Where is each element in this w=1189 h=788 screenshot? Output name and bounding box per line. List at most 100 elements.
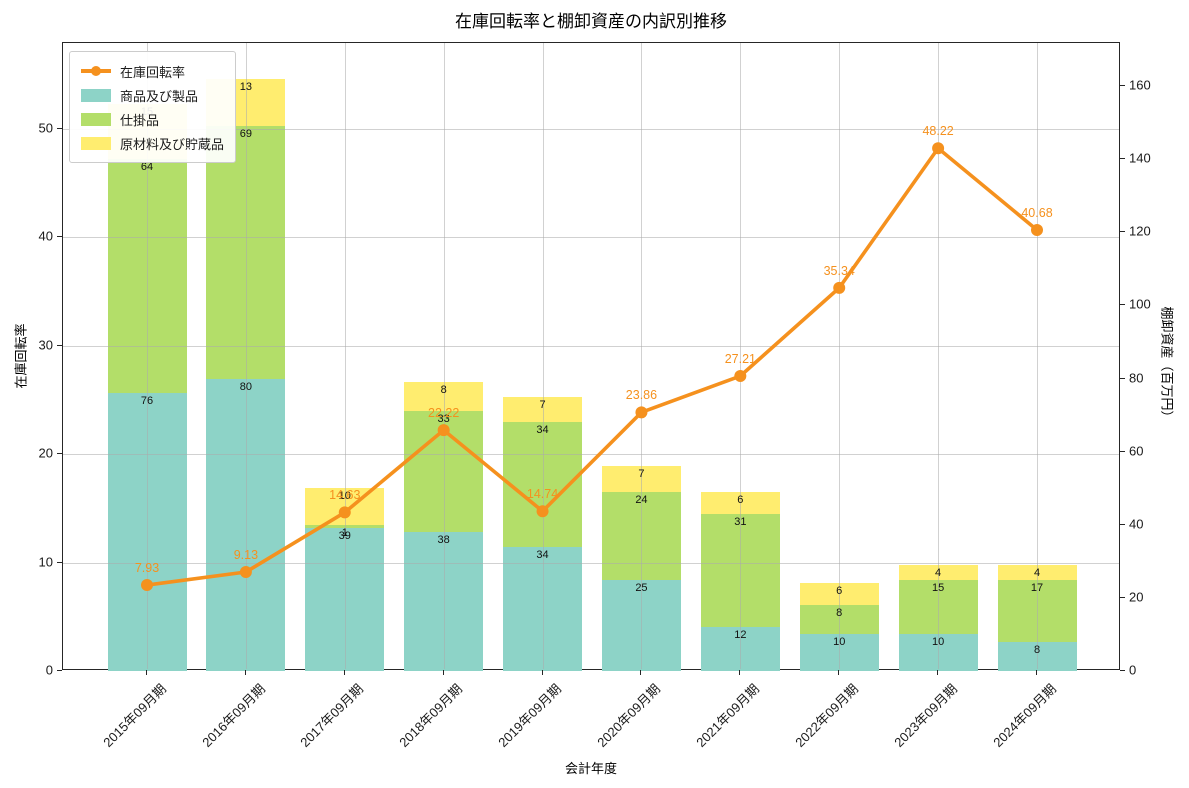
gridline-vertical bbox=[641, 43, 643, 669]
y-left-tickmark bbox=[57, 127, 62, 129]
line-marker bbox=[1031, 224, 1043, 237]
legend-item-label: 商品及び製品 bbox=[120, 88, 199, 104]
y-right-tickmark bbox=[1120, 85, 1125, 87]
legend-item: 原材料及び貯蔵品 bbox=[81, 131, 224, 155]
y-right-axis-title: 棚卸資産（百万円） bbox=[1159, 306, 1175, 424]
line-value-label: 23.86 bbox=[625, 388, 658, 403]
plot-area: 7664158069133911038338343472524712316108… bbox=[62, 42, 1120, 671]
line-value-label: 48.22 bbox=[922, 124, 954, 139]
x-tickmark bbox=[541, 670, 543, 675]
bar-segment-value: 6 bbox=[737, 493, 744, 506]
line-marker bbox=[635, 406, 648, 419]
line-marker bbox=[141, 579, 153, 592]
x-tickmark bbox=[640, 670, 642, 675]
line-value-label: 7.93 bbox=[134, 561, 160, 576]
y-left-tickmark bbox=[57, 344, 62, 346]
y-right-tick-label: 120 bbox=[1129, 223, 1151, 239]
gridline-vertical bbox=[542, 43, 544, 669]
gridline-vertical bbox=[443, 43, 445, 669]
gridline-horizontal bbox=[63, 237, 1119, 239]
bar-segment-value: 10 bbox=[931, 636, 945, 649]
gridline-vertical bbox=[938, 43, 940, 669]
y-right-tick-label: 140 bbox=[1129, 150, 1151, 166]
legend-item-label: 在庫回転率 bbox=[120, 64, 186, 80]
legend-item: 商品及び製品 bbox=[81, 83, 224, 107]
line-labels-layer: 7.93 9.13 14.63 22.22 14.74 23.86 27.21 35.34 48… bbox=[63, 43, 1119, 669]
gridline-horizontal bbox=[63, 562, 1119, 564]
y-right-tickmark bbox=[1120, 450, 1125, 452]
y-right-tick-label: 40 bbox=[1129, 516, 1144, 532]
gridline-vertical bbox=[740, 43, 742, 669]
y-right-tick-label: 60 bbox=[1129, 443, 1144, 459]
chart-title: 在庫回転率と棚卸資産の内訳別推移 bbox=[455, 12, 727, 31]
bar-segment-value: 38 bbox=[437, 534, 450, 547]
bar-segment-value: 8 bbox=[836, 607, 843, 620]
gridline-horizontal bbox=[63, 454, 1119, 456]
y-right-tickmark bbox=[1120, 670, 1125, 671]
x-tick-label: 2018年09月期 bbox=[396, 681, 466, 750]
bar-segment-value: 33 bbox=[437, 413, 450, 426]
line-value-label: 14.63 bbox=[329, 488, 361, 503]
bar-segment-value: 7 bbox=[638, 468, 645, 481]
gridline-vertical bbox=[839, 43, 841, 669]
bar-segment-value: 31 bbox=[734, 515, 747, 528]
bar-segment-value: 4 bbox=[1033, 566, 1041, 579]
legend-color-swatch-icon bbox=[81, 88, 111, 102]
bar-segment-value: 64 bbox=[140, 161, 154, 174]
bar-segment-value: 4 bbox=[935, 566, 942, 579]
gridline-horizontal bbox=[63, 128, 1119, 130]
bar-segment-value: 8 bbox=[440, 384, 447, 397]
bar-segment-value: 8 bbox=[1033, 643, 1041, 656]
y-left-tick-label: 0 bbox=[45, 662, 53, 678]
line-marker bbox=[833, 281, 846, 294]
legend-item: 仕掛品 bbox=[81, 107, 224, 131]
bar-segment-value: 15 bbox=[931, 581, 945, 594]
gridline-vertical bbox=[1037, 43, 1038, 669]
x-tickmark bbox=[1036, 670, 1037, 675]
bar-segment-value: 10 bbox=[338, 490, 351, 503]
y-right-tick-label: 160 bbox=[1129, 77, 1151, 93]
y-right-tickmark bbox=[1120, 596, 1125, 598]
gridline-vertical bbox=[147, 43, 148, 669]
bar-segment-value: 7 bbox=[539, 398, 546, 411]
bar-segment-value: 12 bbox=[734, 629, 747, 642]
bar-segment-value: 6 bbox=[836, 585, 843, 598]
x-tick-label: 2023年09月期 bbox=[890, 681, 960, 750]
x-tick-label: 2016年09月期 bbox=[198, 681, 268, 750]
y-right-tickmark bbox=[1120, 377, 1125, 379]
y-left-tickmark bbox=[57, 453, 62, 455]
bar-segment-value: 13 bbox=[239, 80, 252, 93]
y-left-tick-label: 30 bbox=[38, 337, 53, 353]
x-tick-label: 2020年09月期 bbox=[594, 681, 664, 750]
y-right-tickmark bbox=[1120, 304, 1125, 306]
y-right-tickmark bbox=[1120, 158, 1125, 160]
x-tick-label: 2019年09月期 bbox=[495, 681, 565, 750]
bar-segment-value: 1 bbox=[341, 526, 348, 539]
bar-segment-value: 24 bbox=[635, 493, 648, 506]
line-series bbox=[141, 142, 1043, 592]
line-marker bbox=[239, 566, 252, 579]
line-marker bbox=[338, 506, 351, 519]
legend-item: 在庫回転率 bbox=[81, 59, 224, 83]
line-value-label: 22.22 bbox=[428, 406, 460, 421]
y-right-tick-label: 0 bbox=[1129, 662, 1137, 678]
legend-item-label: 原材料及び貯蔵品 bbox=[120, 136, 225, 152]
x-tickmark bbox=[739, 670, 741, 675]
y-right-tick-label: 20 bbox=[1129, 589, 1144, 605]
bar-segment-value: 34 bbox=[536, 548, 549, 561]
line-path bbox=[146, 146, 1039, 587]
x-tickmark bbox=[343, 670, 345, 675]
y-right-tickmark bbox=[1120, 231, 1125, 233]
line-marker bbox=[536, 505, 549, 518]
y-left-axis-title: 在庫回転率 bbox=[13, 323, 29, 389]
x-tickmark bbox=[442, 670, 444, 675]
y-left-tick-label: 50 bbox=[38, 120, 53, 136]
bar-segment-value: 34 bbox=[536, 424, 549, 437]
bar-segment-value: 17 bbox=[1030, 581, 1044, 594]
x-tick-label: 2021年09月期 bbox=[693, 681, 763, 750]
y-right-tick-label: 100 bbox=[1129, 296, 1151, 312]
y-left-tickmark bbox=[57, 670, 62, 671]
legend-line-sample-icon bbox=[81, 66, 111, 76]
line-value-label: 27.21 bbox=[724, 352, 756, 367]
y-left-tick-label: 40 bbox=[38, 228, 53, 244]
